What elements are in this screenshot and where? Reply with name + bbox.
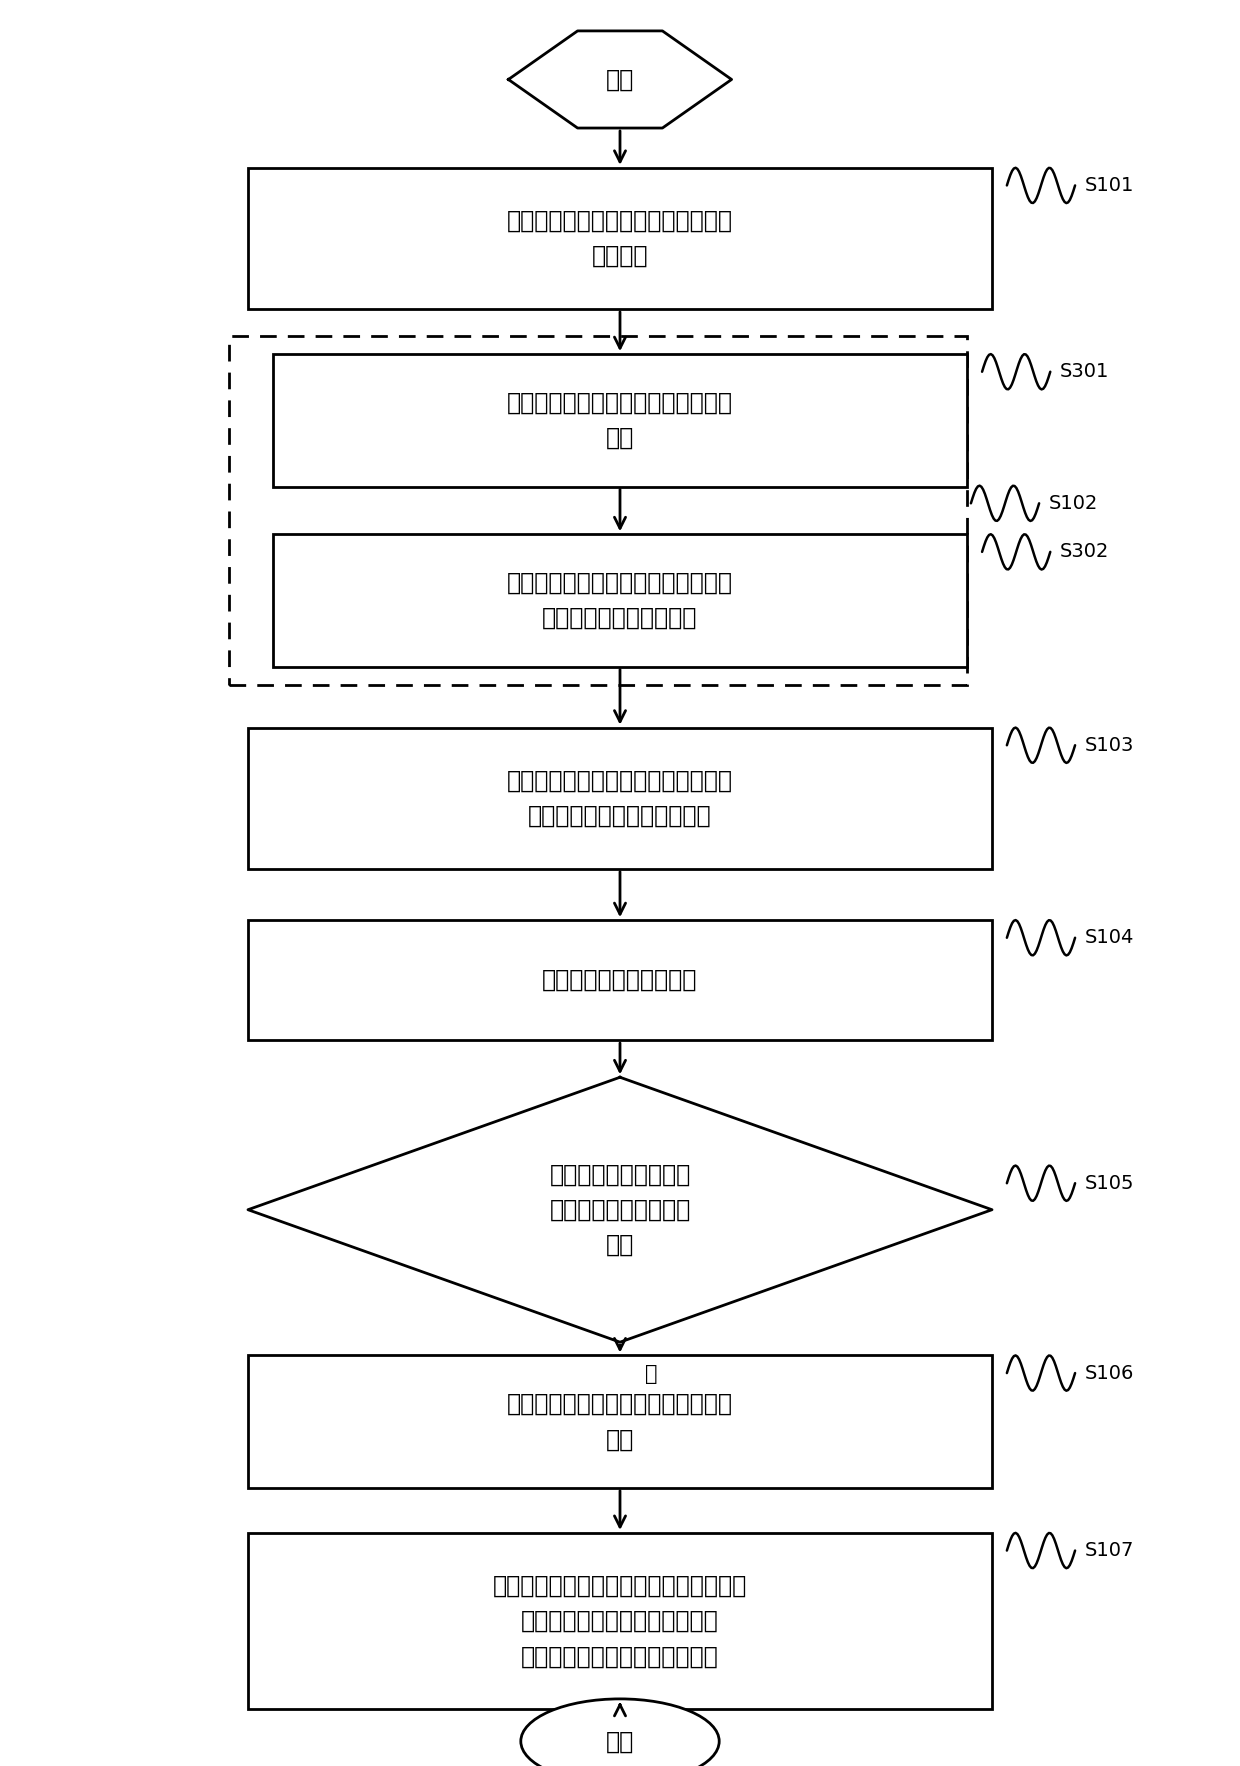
Text: S105: S105 xyxy=(1085,1174,1135,1192)
Text: S103: S103 xyxy=(1085,736,1135,754)
Bar xyxy=(248,920,992,1040)
Text: 对网络参数进行启发式搜索及自适应
调整: 对网络参数进行启发式搜索及自适应 调整 xyxy=(507,1392,733,1452)
Text: 对神经网络模型进行训练: 对神经网络模型进行训练 xyxy=(542,968,698,992)
Text: 结束: 结束 xyxy=(606,1729,634,1754)
Text: S302: S302 xyxy=(1060,542,1110,562)
Text: 开始: 开始 xyxy=(606,67,634,92)
Bar xyxy=(248,168,992,309)
Bar xyxy=(229,336,967,685)
Text: 确定下一预测周期的气象数据预测信息，
并通过训练得到的模型，得到下
一预测周期的输出功率预测信息: 确定下一预测周期的气象数据预测信息， 并通过训练得到的模型，得到下 一预测周期的… xyxy=(492,1574,748,1669)
Bar xyxy=(248,1533,992,1709)
Ellipse shape xyxy=(521,1699,719,1766)
Text: 基于预处理后的历史气象数据和历史
输出功率，构建神经网络模型: 基于预处理后的历史气象数据和历史 输出功率，构建神经网络模型 xyxy=(507,768,733,828)
Text: 对历史气象数据和历史输出功率进行
清洗: 对历史气象数据和历史输出功率进行 清洗 xyxy=(507,390,733,450)
Text: S106: S106 xyxy=(1085,1363,1135,1383)
Text: S301: S301 xyxy=(1060,362,1110,381)
Text: 确定光伏电站的历史气象数据和历史
输出功率: 确定光伏电站的历史气象数据和历史 输出功率 xyxy=(507,208,733,268)
Text: 是: 是 xyxy=(645,1363,657,1385)
Text: S107: S107 xyxy=(1085,1542,1135,1559)
Text: 判断神经网络模型中的
网络参数是否陷入局部
最优: 判断神经网络模型中的 网络参数是否陷入局部 最优 xyxy=(549,1162,691,1257)
Polygon shape xyxy=(508,32,732,129)
Text: 将经过清洗后的历史气象数据和历史
输出功率进行特征归一化: 将经过清洗后的历史气象数据和历史 输出功率进行特征归一化 xyxy=(507,570,733,630)
Polygon shape xyxy=(248,1077,992,1342)
Bar xyxy=(273,533,967,666)
Bar xyxy=(273,353,967,486)
Bar xyxy=(248,728,992,869)
Text: S101: S101 xyxy=(1085,177,1135,194)
Bar xyxy=(248,1356,992,1487)
Text: S104: S104 xyxy=(1085,929,1135,947)
Text: S102: S102 xyxy=(1049,494,1099,512)
